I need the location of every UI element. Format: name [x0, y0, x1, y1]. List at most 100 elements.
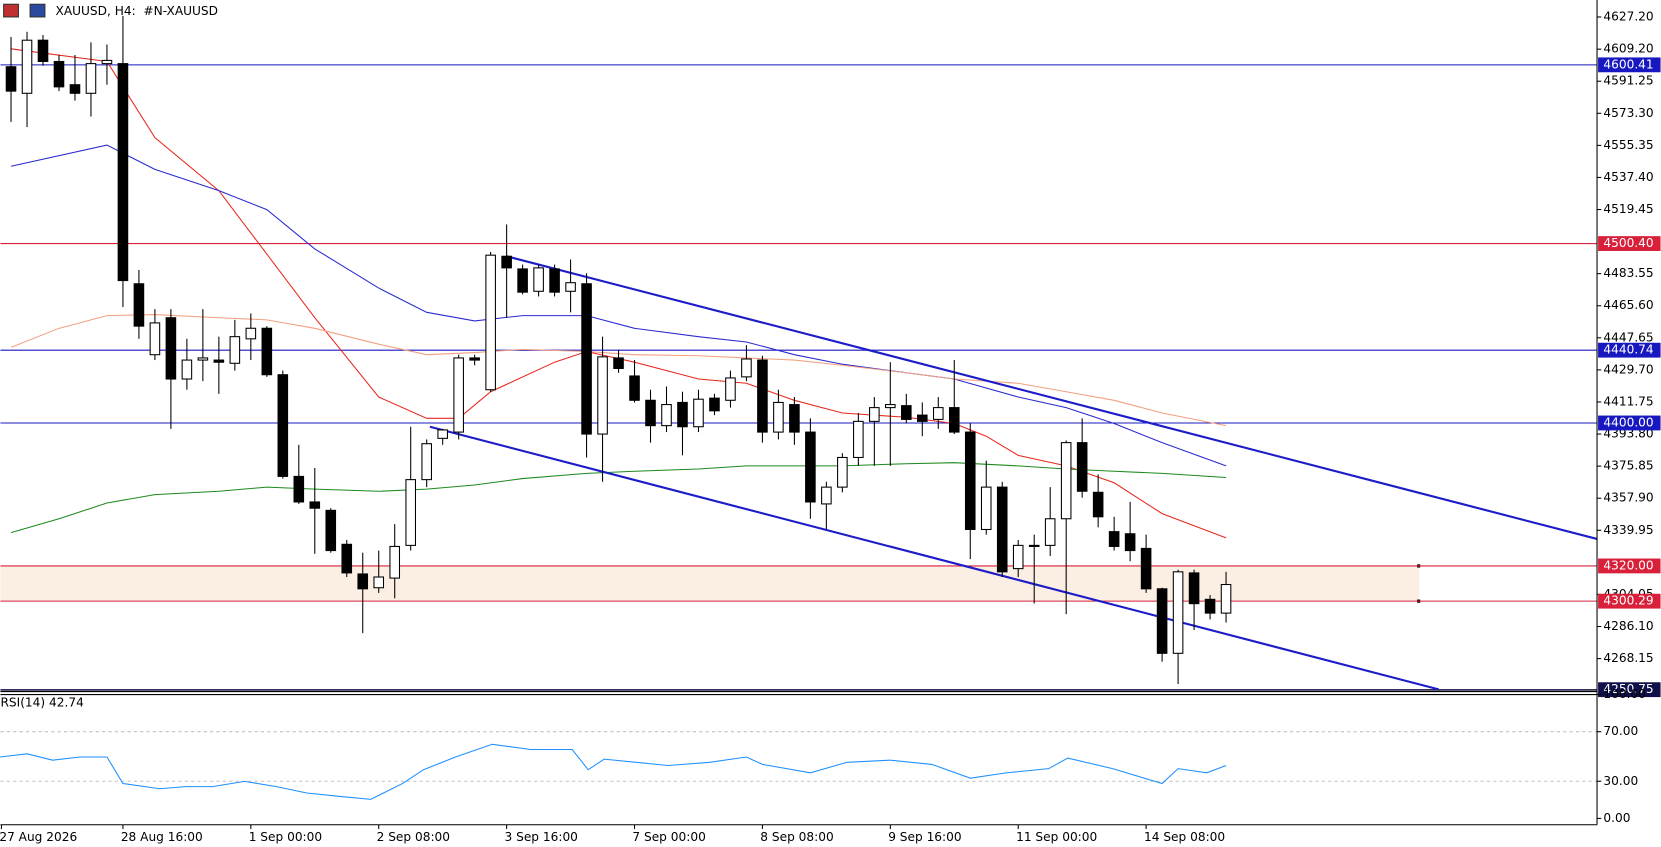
candle-body [5, 66, 17, 92]
y-tick-label: 4411.75 [1603, 394, 1653, 408]
candle-body [948, 407, 960, 433]
candle-body [645, 399, 656, 427]
candle-body [1172, 571, 1184, 654]
y-tick-label: 4268.15 [1603, 651, 1653, 665]
candle-body [549, 268, 560, 293]
candle-body [916, 414, 928, 422]
rsi-tick-label: 70.00 [1603, 724, 1638, 738]
x-tick-label: 1 Sep 00:00 [249, 830, 322, 844]
candle-body [21, 39, 33, 94]
candle-body [373, 576, 385, 589]
trendline [506, 255, 1598, 540]
candle-body [501, 255, 512, 269]
candle-body [789, 404, 800, 433]
candle-body [293, 475, 305, 503]
candle-body [421, 443, 432, 481]
candle-body [197, 357, 209, 361]
x-tick-label: 28 Aug 16:00 [121, 830, 203, 844]
candle-body [85, 63, 97, 94]
level-label-box [1598, 558, 1661, 574]
candle-body [437, 429, 448, 439]
level-label: 4320.00 [1603, 558, 1653, 572]
y-tick-label: 4447.65 [1603, 330, 1653, 344]
candle-body [885, 404, 896, 409]
candle-body [133, 283, 145, 327]
candle-body [932, 407, 944, 420]
y-tick-label: 4375.85 [1603, 459, 1653, 473]
x-tick-label: 3 Sep 16:00 [505, 830, 578, 844]
candle-body [357, 573, 369, 590]
plot-layer [0, 15, 1598, 800]
candle-body [1140, 547, 1152, 590]
candle-body [165, 317, 177, 380]
candle-body [277, 374, 289, 477]
level-label-box [1598, 415, 1661, 431]
candle-body [245, 327, 257, 340]
candle-body [629, 375, 640, 401]
candle-body [37, 39, 49, 63]
rsi-tick-label: 30.00 [1603, 774, 1638, 788]
candle-body [757, 359, 768, 433]
candle-body [485, 254, 496, 391]
candle-body [964, 431, 976, 531]
candle-body [517, 268, 528, 293]
level-label: 4250.75 [1603, 682, 1653, 696]
moving-average [10, 462, 1227, 534]
candle-body [341, 543, 353, 574]
rsi-line [0, 743, 1227, 800]
candle-body [1156, 588, 1168, 654]
candle-body [1204, 598, 1216, 614]
candle-body [453, 357, 464, 433]
level-label-box [1598, 57, 1661, 73]
y-tick-label: 4627.20 [1603, 9, 1653, 23]
candle-body [1044, 518, 1056, 546]
candle-body [117, 63, 129, 282]
x-tick-label: 8 Sep 08:00 [760, 830, 833, 844]
candle-body [869, 407, 880, 422]
candle-body [821, 486, 832, 505]
y-tick-label: 4339.95 [1603, 523, 1653, 537]
candle-body [389, 545, 401, 579]
candle-body [53, 60, 65, 88]
y-tick-label: 4357.90 [1603, 491, 1653, 505]
candle-body [1012, 544, 1024, 570]
y-tick-label: 4465.60 [1603, 298, 1653, 312]
candle-body [677, 401, 688, 428]
x-tick-label: 2 Sep 08:00 [377, 830, 450, 844]
candle-body [229, 336, 241, 364]
candle-body [181, 359, 193, 380]
moving-average [10, 144, 1227, 467]
candle-body [1188, 572, 1200, 605]
x-tick-label: 7 Sep 00:00 [632, 830, 705, 844]
trendline [429, 425, 1439, 691]
x-tick-label: 27 Aug 2026 [0, 830, 77, 844]
x-tick-label: 11 Sep 00:00 [1016, 830, 1097, 844]
level-label-box [1598, 682, 1661, 698]
candle-body [1220, 583, 1232, 614]
candle-body [261, 327, 273, 376]
candle-body [533, 267, 544, 292]
candle-body [1060, 442, 1072, 520]
candle-body [325, 509, 337, 552]
rsi-tick-label: 0.00 [1603, 811, 1630, 825]
level-label-box [1598, 342, 1661, 358]
rsi-label: RSI(14) 42.74 [0, 696, 84, 710]
candle-body [469, 357, 480, 361]
y-tick-label: 4286.10 [1603, 619, 1653, 633]
y-tick-label: 4429.70 [1603, 362, 1653, 376]
y-tick-label: 4573.30 [1603, 106, 1653, 120]
candle-body [709, 397, 720, 412]
candle-body [853, 420, 864, 458]
level-label-box [1598, 593, 1661, 609]
candle-body [725, 377, 736, 401]
level-label: 4600.41 [1603, 57, 1653, 71]
level-label: 4500.40 [1603, 236, 1653, 250]
y-tick-label: 4609.20 [1603, 42, 1653, 56]
candle-body [213, 359, 225, 363]
candle-body [565, 282, 576, 292]
candle-body [581, 283, 592, 435]
candle-body [309, 501, 321, 509]
candle-body [980, 486, 992, 531]
y-tick-label: 4591.25 [1603, 74, 1653, 88]
